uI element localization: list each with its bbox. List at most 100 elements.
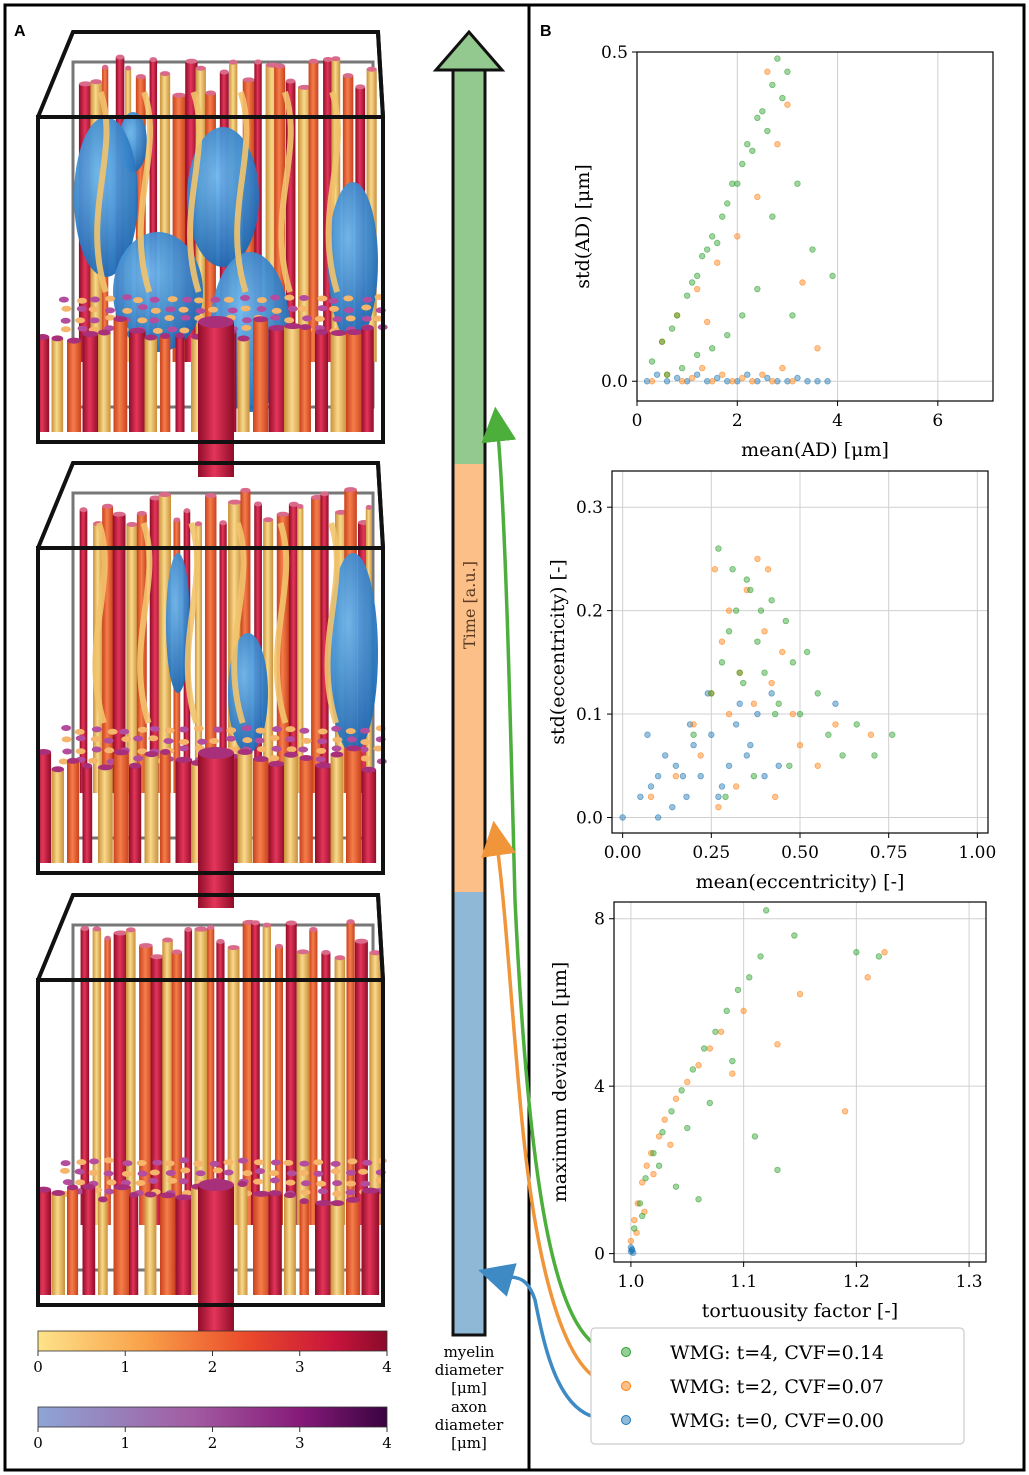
fibre-cap (256, 305, 267, 312)
fibre-rod-front-cap (253, 316, 269, 323)
data-point-wmg-t-4 (724, 331, 731, 339)
fibre-rod-front (253, 758, 269, 863)
fibre-rod-cap (227, 945, 240, 951)
colorbar-title-line: axon (451, 1398, 487, 1416)
fibre-cap (345, 1180, 356, 1187)
fibre-cap (75, 735, 86, 742)
fibre-rod-cap (150, 954, 164, 960)
fibre-cap (167, 296, 178, 303)
data-point-wmg-t-2 (706, 1045, 714, 1052)
data-point-wmg-t-4 (769, 81, 776, 89)
data-point-wmg-t-4 (648, 358, 656, 365)
x-axis-label: mean(AD) [μm] (741, 439, 889, 461)
fibre-rod-cap (365, 504, 373, 510)
y-axis-label: maximum deviation [μm] (549, 962, 571, 1203)
fibre-cap (137, 726, 148, 733)
fibre-cap (163, 737, 174, 744)
fibre-cap (302, 315, 313, 322)
data-point-wmg-t-0 (734, 378, 741, 385)
data-point-wmg-t-0 (619, 814, 626, 821)
fibre-cap (137, 317, 148, 324)
fibre-rod-cap (125, 927, 136, 933)
myelin-strand (187, 91, 203, 293)
fibre-rod-cap (320, 491, 329, 497)
fibre-rod-front (330, 1203, 345, 1295)
data-point-wmg-t-2 (717, 1028, 725, 1035)
fibre-rod-front (129, 330, 146, 432)
legend-marker (621, 1415, 631, 1425)
data-point-wmg-t-4 (678, 364, 686, 372)
fibre-rod-front (113, 1187, 131, 1295)
fibre-cap (88, 306, 99, 313)
plot-area (637, 52, 993, 401)
fibre-rod (80, 928, 90, 1225)
fibre-cap (77, 325, 88, 332)
data-point-wmg-t-0 (663, 378, 671, 385)
data-point-wmg-t-2 (650, 1170, 657, 1178)
data-point-wmg-t-4 (678, 1087, 685, 1094)
fibre-cap (242, 317, 253, 324)
legend-box (590, 1327, 965, 1445)
fibre-cap (253, 1178, 264, 1185)
fibre-cap (361, 315, 372, 322)
fibre-cap (193, 725, 204, 732)
colorbar-tick-label: 3 (295, 1434, 305, 1452)
fibre-cap (317, 305, 328, 312)
data-point-wmg-t-2 (695, 1062, 702, 1069)
fibre-rod (334, 957, 346, 1225)
fibre-cap (121, 736, 132, 743)
colorbar-tick-label: 0 (33, 1358, 43, 1376)
fibre-rod-front (284, 326, 302, 432)
fibre-cap (164, 1160, 175, 1167)
fibre-cap (358, 1168, 369, 1175)
fibre-rod (227, 947, 240, 1225)
fibre-rod (204, 495, 217, 793)
fibre-cap (152, 327, 163, 334)
myelin-strand (231, 522, 247, 724)
fibre-cap (179, 738, 190, 745)
fibre-cap (332, 736, 343, 743)
fibre-rod (275, 946, 283, 1225)
data-point-wmg-t-2 (661, 1116, 668, 1123)
fibre-cap (195, 1170, 206, 1177)
fibre-cap (328, 297, 339, 304)
fibre-rod-cap (204, 493, 217, 499)
data-point-wmg-t-4 (659, 1129, 666, 1136)
fibre-rod-front-cap (330, 751, 344, 758)
fibre-cap (164, 727, 175, 734)
fibre-rod-cap (79, 507, 88, 513)
data-point-wmg-t-0 (814, 378, 821, 385)
fibre-cap (345, 1189, 356, 1196)
fibre-cap (223, 1159, 234, 1166)
myelin-strand (184, 522, 201, 724)
data-point-wmg-t-0 (804, 378, 811, 385)
colorbar-title-line: myelin (444, 1343, 495, 1361)
fibre-rod-cap (285, 78, 296, 84)
x-axis-label: tortuousity factor [-] (702, 1300, 898, 1322)
fibre-cap (106, 1179, 117, 1186)
x-tick-label: 0.75 (870, 843, 908, 863)
data-point-wmg-t-4 (631, 1225, 638, 1232)
fibre-cap (270, 294, 281, 301)
fibre-rod (184, 929, 193, 1225)
fibre-rod-front (175, 759, 193, 863)
fibre-rod-cap (288, 501, 299, 507)
fibre-rod-front-cap (67, 337, 82, 344)
glial-cell (74, 117, 138, 277)
data-point-wmg-t-2 (774, 1041, 781, 1048)
fibre-rod-front-cap (98, 764, 113, 771)
data-point-wmg-t-2 (799, 279, 806, 286)
colorbar-tick-label: 4 (382, 1358, 392, 1376)
fibre-rod-front (160, 335, 171, 432)
data-point-wmg-t-2 (729, 1070, 736, 1077)
fibre-rod (92, 929, 102, 1225)
fibre-rod-front-cap (144, 1191, 157, 1198)
fibre-cap (148, 735, 159, 742)
fibre-rod-cap (346, 919, 355, 925)
panel-b-label: B (540, 23, 552, 40)
data-point-wmg-t-4 (638, 1212, 646, 1220)
fibre-rod-cap (228, 499, 242, 505)
fibre-rod-front-cap (252, 1190, 271, 1197)
data-point-wmg-t-4 (853, 949, 860, 956)
fibre-rod (354, 941, 368, 1225)
